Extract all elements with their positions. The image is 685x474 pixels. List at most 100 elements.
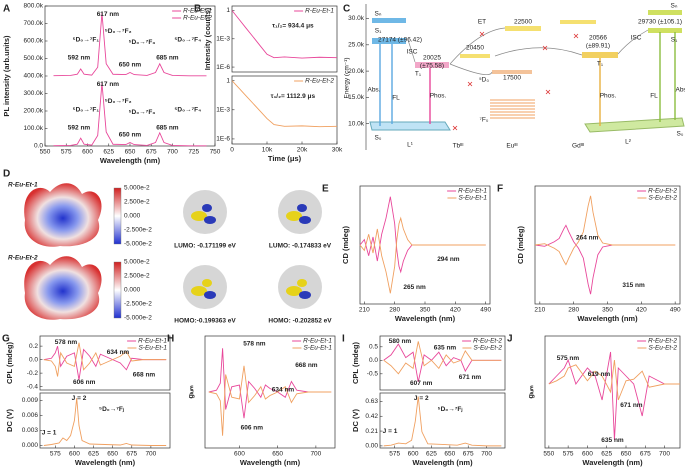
series-line	[208, 365, 332, 436]
y-tick-label: 0.003	[22, 427, 39, 434]
panel-label: J	[507, 334, 513, 345]
diagram-shape	[202, 279, 212, 287]
annotation: 671 nm	[459, 374, 482, 381]
y-tick-label: 0.42	[365, 413, 378, 420]
plot-frame	[39, 335, 171, 391]
annotation: 592 nm	[68, 125, 91, 132]
diagram-label: T₁	[597, 61, 604, 68]
panel-label: I	[342, 334, 345, 345]
diagram-label: S₀	[676, 131, 683, 138]
x-tick-label: 675	[463, 451, 474, 458]
diagram-label: 17500	[503, 75, 521, 82]
diagram-label: FL	[650, 93, 658, 100]
series-line	[53, 12, 207, 77]
y-tick-label: 600.0k	[23, 38, 43, 45]
orbital-energy: HOMO: -0.202852 eV	[268, 318, 332, 325]
plot-frame	[39, 392, 171, 449]
diagram-shape	[494, 47, 583, 57]
x-tick-label: 725	[188, 149, 199, 156]
diagram-shape	[24, 183, 102, 247]
diagram-shape	[202, 204, 212, 212]
diagram-label: S₁	[671, 37, 678, 44]
series-line	[548, 351, 680, 441]
legend-label: R-Eu-Et-1	[183, 8, 212, 15]
diagram-label: (±89.91)	[586, 43, 610, 50]
annotation: 617 nm	[97, 81, 120, 88]
x-tick-label: 625	[426, 451, 437, 458]
y-tick-label: 1	[226, 77, 230, 84]
y-tick-label: 10.0k	[348, 120, 365, 127]
diagram-shape	[191, 211, 207, 221]
y-axis-label: DC (V)	[5, 409, 14, 432]
diagram-shape	[278, 265, 322, 309]
y-tick-label: 0.006	[22, 412, 39, 419]
x-tick-label: 600	[582, 451, 593, 458]
annotation: 575 nm	[557, 355, 580, 362]
x-tick-label: 350	[420, 307, 431, 314]
diagram-label: 20450	[466, 45, 484, 52]
annotation: 578 nm	[55, 339, 78, 346]
y-tick-label: -0.5	[367, 371, 379, 378]
series-line	[43, 397, 167, 446]
y-tick-label: -0.2	[27, 370, 39, 377]
diagram-label: Tbᴵᴵᴵ	[453, 143, 464, 150]
y-tick-label: 0.5	[369, 344, 378, 351]
x-axis-label: Wavelength (nm)	[240, 458, 301, 467]
annotation: 606 nm	[241, 425, 264, 432]
annotation: 578 nm	[243, 341, 266, 348]
colorbar-label: -5.000e-2	[124, 241, 152, 248]
colorbar-label: 0.000	[124, 213, 141, 220]
x-tick-label: 625	[88, 451, 99, 458]
series-line	[359, 216, 486, 294]
x-tick-label: 600	[234, 451, 245, 458]
diagram-label: Phos.	[600, 93, 617, 100]
diagram-label: L¹	[407, 142, 414, 149]
legend-label: R-Eu-Et-1	[305, 8, 334, 15]
panel-label: A	[3, 4, 10, 15]
y-tick-label: 0.2	[29, 343, 38, 350]
panel-label: F	[497, 184, 503, 195]
x-axis-label: Wavelength (nm)	[582, 458, 643, 467]
annotation: ⁵D₀→⁷F₃	[128, 109, 155, 116]
x-tick-label: 700	[659, 451, 670, 458]
annotation: 650 nm	[119, 132, 142, 139]
legend-label: R-Eu-Et-2	[648, 188, 677, 195]
orbital-energy: LUMO: -0.171199 eV	[174, 243, 236, 250]
annotation: τ₁/₂= 1112.9 μs	[271, 93, 316, 100]
diagram-shape	[286, 211, 302, 221]
legend-label: S-Eu-Et-2	[473, 345, 502, 352]
panel-label: E	[322, 184, 329, 195]
x-tick-label: 650	[444, 451, 455, 458]
y-tick-label: 0.00	[365, 443, 378, 450]
x-tick-label: 650	[125, 149, 136, 156]
diagram-shape	[460, 54, 490, 58]
annotation: J = 1	[42, 429, 57, 436]
annotation: 606 nm	[73, 379, 96, 386]
x-tick-label: 625	[103, 149, 114, 156]
diagram-label: FL	[392, 95, 400, 102]
y-axis-label: gₗᵤₘ	[526, 385, 535, 399]
diagram-shape	[204, 291, 216, 299]
series-line	[43, 345, 167, 380]
diagram-label: S₀	[374, 135, 381, 142]
panel-label: H	[167, 334, 174, 345]
annotation: J = 2	[414, 395, 429, 402]
x-tick-label: 280	[568, 307, 579, 314]
x-axis-label: Wavelength (nm)	[100, 156, 161, 165]
annotation: ⁵D₀→⁷Fⱼ	[99, 406, 124, 413]
y-tick-label: 100.0k	[23, 125, 43, 132]
annotation: 617 nm	[97, 11, 120, 18]
series-line	[53, 82, 207, 147]
panel-label: D	[3, 169, 10, 180]
legend-label: R-Eu-Et-2	[473, 338, 502, 345]
y-tick-label: 0.009	[22, 397, 39, 404]
y-tick-label: 500.0k	[23, 55, 43, 62]
y-axis-label: CD (mdeg)	[341, 226, 350, 264]
x-tick-label: 600	[408, 451, 419, 458]
x-tick-label: 0	[230, 147, 234, 154]
series-line	[534, 224, 676, 295]
series-line	[231, 80, 338, 128]
annotation: ⁵D₀→⁷F₁	[73, 106, 100, 113]
annotation: J = 2	[72, 395, 87, 402]
